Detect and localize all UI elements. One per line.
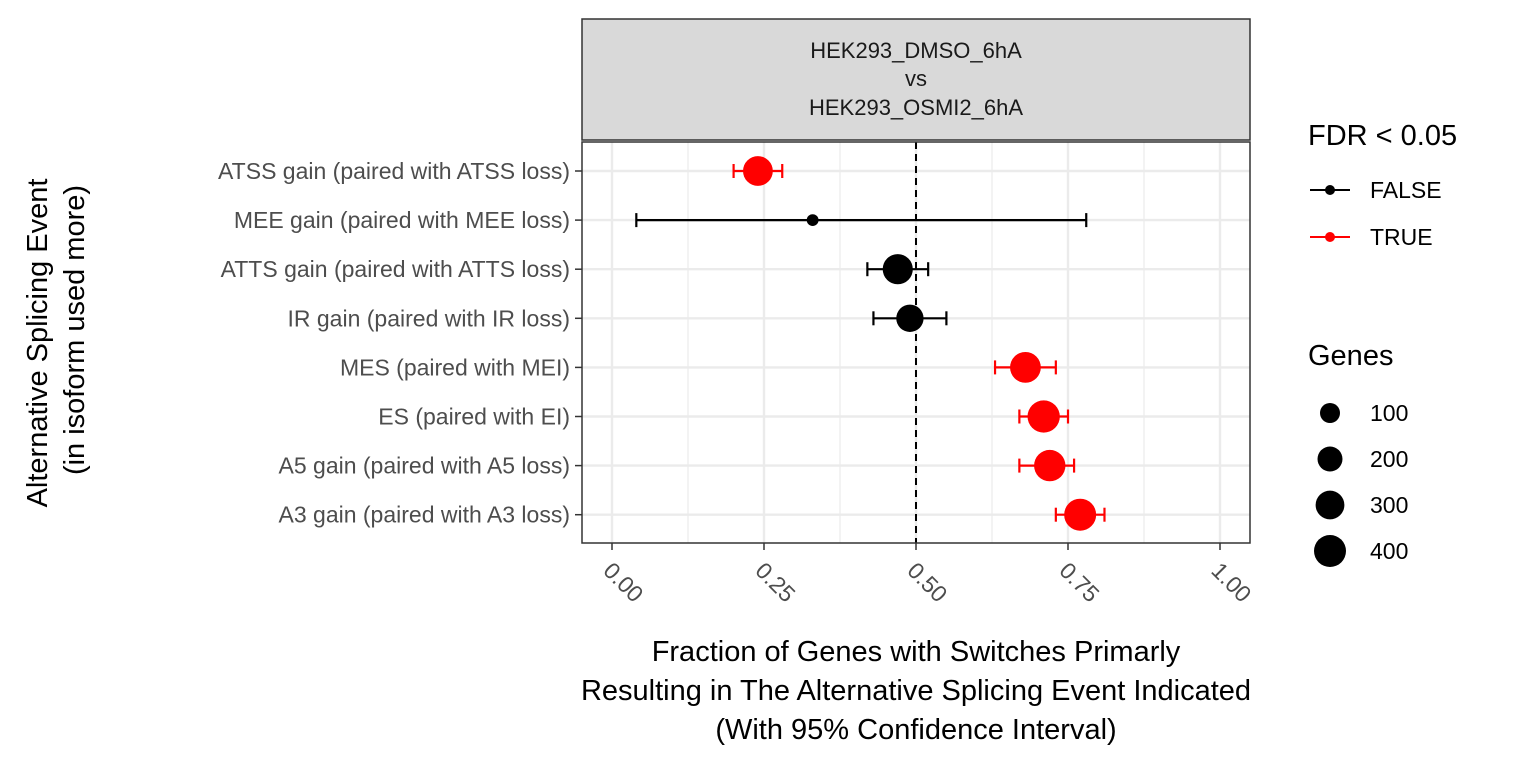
size-legend-title: Genes (1308, 340, 1393, 372)
color-legend: FDR < 0.05 FALSE TRUE (1308, 120, 1457, 250)
color-legend-title: FDR < 0.05 (1308, 120, 1457, 152)
color-legend-label: TRUE (1370, 224, 1433, 250)
x-tick-label: 1.00 (1206, 557, 1256, 607)
facet-title-line-3: HEK293_OSMI2_6hA (809, 95, 1023, 120)
y-tick-label: ATTS gain (paired with ATTS loss) (221, 256, 570, 282)
x-tick-label: 0.50 (902, 557, 952, 607)
x-axis-tick-labels: 0.00 0.25 0.50 0.75 1.00 (598, 543, 1257, 607)
y-tick-label: ATSS gain (paired with ATSS loss) (218, 158, 570, 184)
y-tick-label: MEE gain (paired with MEE loss) (234, 207, 570, 233)
data-point (882, 254, 913, 285)
error-bars (635, 164, 1106, 522)
facet-title-line-1: HEK293_DMSO_6hA (810, 38, 1022, 63)
color-legend-key (1310, 232, 1350, 242)
data-points (743, 156, 1097, 531)
facet-title-line-2: vs (905, 66, 927, 91)
y-tick-label: MES (paired with MEI) (340, 354, 570, 380)
color-legend-key (1310, 185, 1350, 195)
y-axis-tick-labels: ATSS gain (paired with ATSS loss) MEE gai… (218, 158, 582, 528)
data-point (743, 156, 773, 186)
size-legend-key (1315, 490, 1345, 520)
facet-strip (581, 18, 1251, 141)
data-point (806, 214, 819, 226)
y-tick-label: ES (paired with EI) (378, 404, 570, 430)
x-tick-label: 0.75 (1054, 557, 1104, 607)
size-legend-key (1320, 403, 1340, 423)
y-axis-title-line-1: Alternative Splicing Event (22, 179, 54, 508)
x-tick-label: 0.25 (750, 557, 800, 607)
y-axis-title: Alternative Splicing Event (in isoform u… (22, 179, 91, 508)
size-legend-label: 200 (1370, 446, 1408, 472)
size-legend-label: 300 (1370, 492, 1408, 518)
data-point (1034, 449, 1066, 482)
x-axis-title-line-1: Fraction of Genes with Switches Primarly (652, 636, 1181, 668)
error-bar (635, 213, 1088, 228)
data-point (896, 304, 924, 332)
size-legend-label: 100 (1370, 400, 1408, 426)
size-legend-label: 400 (1370, 538, 1408, 564)
y-tick-label: IR gain (paired with IR loss) (288, 305, 571, 331)
size-legend: Genes 100 200 300 400 (1308, 340, 1408, 567)
size-legend-key (1317, 446, 1343, 472)
data-point (1010, 352, 1041, 383)
y-tick-label: A3 gain (paired with A3 loss) (279, 502, 571, 528)
x-axis-title-line-3: (With 95% Confidence Interval) (715, 714, 1116, 746)
x-axis-title-line-2: Resulting in The Alternative Splicing Ev… (581, 675, 1251, 707)
y-axis-title-line-2: (in isoform used more) (59, 185, 91, 475)
size-legend-key (1314, 535, 1346, 567)
x-axis-title: Fraction of Genes with Switches Primarly… (581, 636, 1251, 746)
x-tick-label: 0.00 (598, 557, 648, 607)
data-point (1027, 400, 1060, 433)
color-legend-label: FALSE (1370, 177, 1442, 203)
y-tick-label: A5 gain (paired with A5 loss) (279, 453, 571, 479)
data-point (1064, 498, 1097, 531)
